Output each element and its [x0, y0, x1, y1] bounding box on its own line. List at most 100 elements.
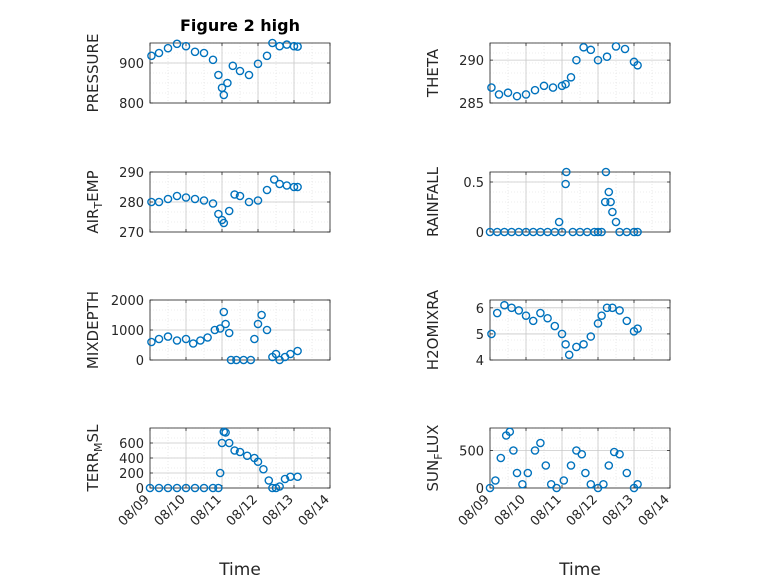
data-point [181, 41, 191, 51]
data-point [224, 438, 234, 448]
data-point [181, 483, 191, 493]
data-point [163, 483, 173, 493]
y-axis-label: TERRMSL [84, 424, 105, 493]
data-point [608, 207, 617, 217]
data-point [230, 446, 239, 455]
x-tick-label: 08/14 [296, 492, 333, 529]
y-tick-label: 5 [476, 328, 484, 343]
data-point [147, 337, 156, 347]
data-point [543, 313, 552, 323]
x-tick-label: 08/11 [528, 492, 565, 529]
x-tick-label: 08/12 [564, 492, 601, 529]
data-point [503, 88, 513, 98]
data-point [512, 91, 522, 101]
data-point [224, 328, 234, 338]
data-point [154, 483, 164, 493]
data-point [557, 227, 567, 237]
data-point [214, 70, 223, 80]
data-point [512, 468, 522, 478]
data-point [579, 340, 588, 349]
data-point [199, 483, 209, 493]
data-point [214, 209, 223, 219]
data-point [154, 197, 164, 207]
data-point [597, 311, 606, 320]
data-point [505, 427, 515, 437]
y-tick-label: 0 [476, 482, 484, 497]
data-point [602, 52, 612, 62]
data-point [561, 179, 570, 189]
data-point [500, 300, 509, 310]
data-point [485, 483, 495, 493]
y-axis-label: RAINFALL [424, 166, 442, 237]
data-point [262, 51, 272, 61]
data-point [215, 324, 225, 333]
data-point [586, 479, 596, 489]
data-point [581, 468, 590, 478]
axes-box [149, 42, 331, 104]
y-tick-label: 0.5 [463, 176, 484, 191]
data-point [604, 461, 614, 470]
y-tick-label: 2000 [111, 294, 144, 309]
data-point [224, 206, 234, 216]
y-tick-label: 6 [476, 302, 484, 317]
data-point [521, 311, 531, 320]
data-point [190, 47, 200, 57]
data-point [221, 319, 230, 329]
series-markers [487, 42, 642, 101]
data-point [271, 349, 281, 359]
x-tick-label: 08/14 [636, 492, 673, 529]
data-point [509, 446, 518, 455]
data-point [600, 197, 610, 207]
data-point [562, 167, 571, 177]
data-point [559, 476, 569, 485]
y-tick-label: 800 [119, 97, 144, 112]
data-point [190, 194, 200, 204]
y-tick-label: 290 [459, 54, 484, 69]
data-point [604, 187, 614, 197]
y-tick-label: 1000 [111, 324, 144, 339]
subplot-mixdepth: 0 1000 2000 MIXDEPTH [84, 291, 331, 369]
data-point [214, 483, 223, 493]
data-point [566, 461, 576, 470]
data-point [172, 39, 182, 49]
data-point [208, 55, 218, 65]
y-axis-label: PRESSURE [84, 34, 102, 113]
data-point [172, 191, 182, 201]
data-point [633, 324, 642, 333]
data-point [275, 482, 284, 491]
data-point [528, 316, 538, 326]
data-point [548, 83, 558, 92]
data-point [566, 72, 576, 82]
data-point [633, 60, 642, 70]
data-point [536, 308, 545, 318]
x-tick-label: 08/13 [600, 492, 637, 529]
data-point [572, 342, 581, 352]
y-axis-label: THETA [424, 48, 442, 98]
data-point [246, 355, 256, 365]
data-point [530, 85, 540, 95]
axes-box [489, 42, 671, 104]
data-point [163, 194, 173, 204]
data-point [262, 325, 272, 335]
data-point [633, 479, 642, 489]
data-point [147, 51, 156, 61]
data-point [577, 449, 587, 459]
y-axis-label: H2OMIXRA [424, 289, 442, 370]
y-tick-label: 290 [119, 166, 144, 181]
data-point [487, 83, 496, 92]
data-point [561, 79, 570, 89]
data-point [586, 332, 596, 341]
data-point [235, 66, 245, 76]
x-axis-label-right: Time [558, 560, 601, 580]
x-tick-label: 08/09 [116, 492, 153, 529]
data-point [219, 307, 229, 317]
data-point [293, 472, 302, 482]
data-point [228, 61, 238, 71]
data-point [181, 334, 191, 344]
data-point [208, 199, 218, 208]
data-point [280, 474, 290, 484]
data-point [620, 44, 630, 54]
